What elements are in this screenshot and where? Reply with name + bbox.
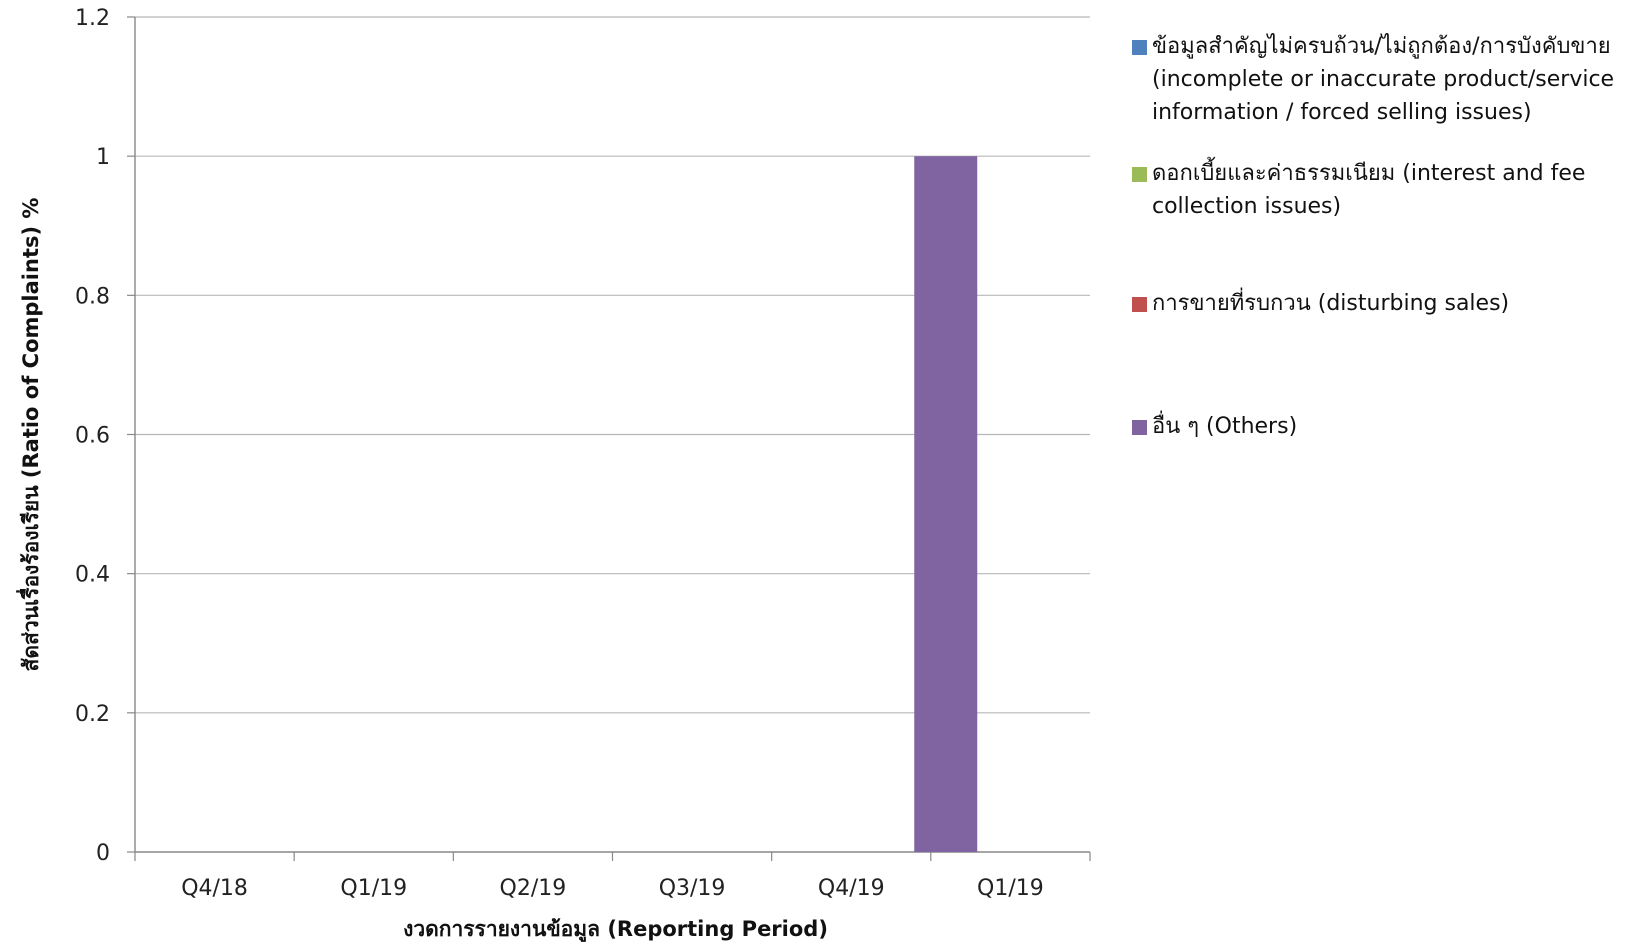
legend-swatch [1132, 297, 1147, 312]
y-tick-label: 0.8 [75, 284, 110, 309]
y-tick-label: 0.4 [75, 563, 110, 588]
y-tick-label: 1 [96, 145, 110, 170]
legend-item: ดอกเบี้ยและค่าธรรมเนียม (interest and fe… [1128, 157, 1643, 223]
y-tick-label: 0.6 [75, 424, 110, 449]
legend-swatch [1132, 420, 1147, 435]
y-tick-label: 0 [96, 841, 110, 866]
legend-label: การขายที่รบกวน (disturbing sales) [1152, 291, 1510, 316]
x-tick-label: Q2/19 [500, 876, 567, 901]
legend-label: ข้อมูลสำคัญไม่ครบถ้วน/ไม่ถูกต้อง/การบังค… [1152, 34, 1615, 125]
legend-item: อื่น ๆ (Others) [1128, 410, 1643, 443]
y-tick-label: 0.2 [75, 702, 110, 727]
legend-item: ข้อมูลสำคัญไม่ครบถ้วน/ไม่ถูกต้อง/การบังค… [1128, 30, 1643, 129]
legend-label: ดอกเบี้ยและค่าธรรมเนียม (interest and fe… [1152, 161, 1586, 219]
x-tick-label: Q4/18 [181, 876, 248, 901]
legend: ข้อมูลสำคัญไม่ครบถ้วน/ไม่ถูกต้อง/การบังค… [1128, 30, 1643, 443]
x-tick-label: Q1/19 [340, 876, 407, 901]
x-tick-label: Q4/19 [818, 876, 885, 901]
y-axis-title: สัดส่วนเรื่องร้องเรียน (Ratio of Complai… [15, 198, 43, 672]
x-tick-label: Q3/19 [659, 876, 726, 901]
x-axis-title: งวดการรายงานข้อมูล (Reporting Period) [403, 917, 828, 943]
legend-swatch [1132, 40, 1147, 55]
bar [914, 156, 978, 852]
legend-item: การขายที่รบกวน (disturbing sales) [1128, 287, 1643, 320]
legend-label: อื่น ๆ (Others) [1152, 414, 1298, 439]
y-tick-label: 1.2 [75, 6, 110, 31]
x-tick-label: Q1/19 [977, 876, 1044, 901]
legend-swatch [1132, 167, 1147, 182]
